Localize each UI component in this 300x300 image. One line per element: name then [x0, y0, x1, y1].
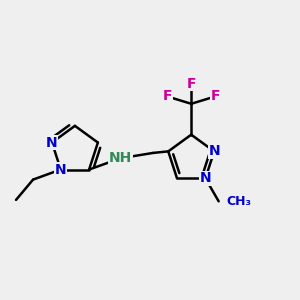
Text: F: F	[187, 77, 196, 91]
Text: N: N	[55, 163, 67, 176]
Text: F: F	[162, 89, 172, 103]
Text: N: N	[200, 171, 211, 185]
Text: N: N	[46, 136, 58, 149]
Text: NH: NH	[109, 151, 132, 165]
Text: N: N	[208, 144, 220, 158]
Text: CH₃: CH₃	[226, 195, 251, 208]
Text: F: F	[211, 89, 220, 103]
